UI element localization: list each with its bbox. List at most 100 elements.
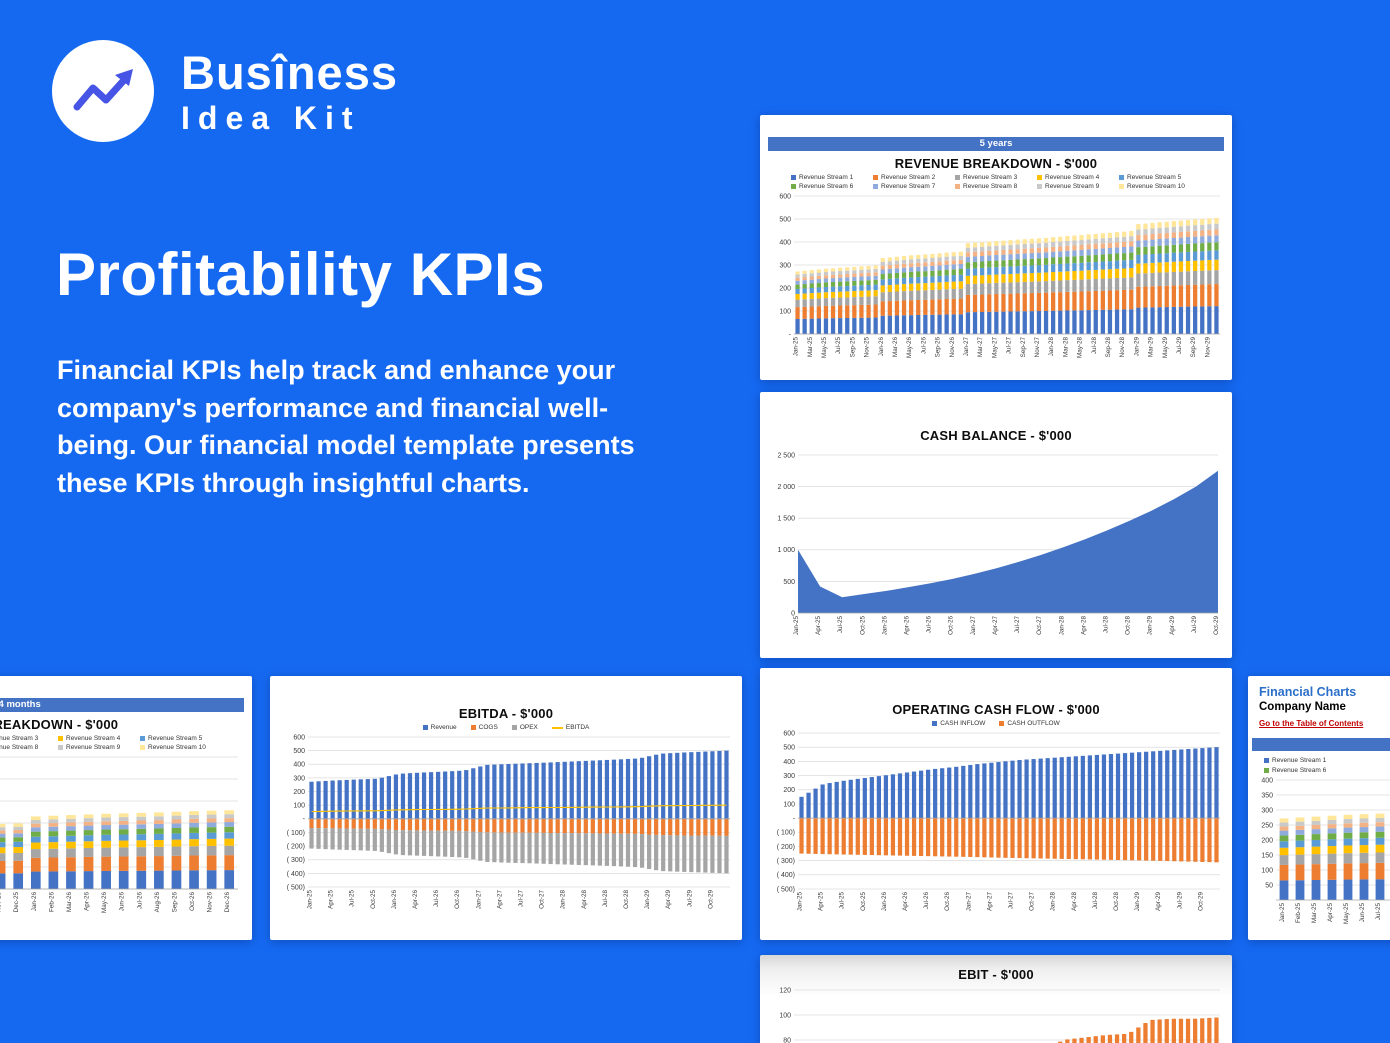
bar-segment bbox=[647, 834, 652, 869]
bar-segment bbox=[1065, 291, 1070, 311]
bar-segment bbox=[923, 262, 928, 267]
bar-segment bbox=[1129, 1031, 1134, 1043]
brand-name-line2: Idea Kit bbox=[181, 100, 361, 137]
bar-segment bbox=[136, 847, 147, 857]
bar-segment bbox=[845, 317, 850, 334]
bar-segment bbox=[923, 266, 928, 272]
bar-segment bbox=[923, 258, 928, 263]
bar-segment bbox=[66, 848, 76, 858]
bar-segment bbox=[485, 832, 490, 862]
bar-segment bbox=[1164, 227, 1169, 233]
x-tick-label: Oct-26 bbox=[454, 890, 461, 909]
x-tick-label: Jul-29 bbox=[686, 890, 693, 908]
bar-segment bbox=[1157, 272, 1162, 286]
bar-segment bbox=[795, 284, 800, 289]
legend-item: Revenue Stream 6 bbox=[1264, 767, 1326, 774]
cash-balance-title: CASH BALANCE - $'000 bbox=[920, 428, 1072, 443]
x-tick-label: Jul-27 bbox=[1014, 616, 1021, 634]
bar-segment bbox=[30, 871, 41, 889]
y-tick-label: 200 bbox=[293, 789, 305, 796]
bar-segment bbox=[66, 857, 76, 872]
bar-segment bbox=[954, 818, 959, 857]
bar-segment bbox=[1100, 248, 1105, 255]
bar-segment bbox=[0, 823, 6, 828]
bar-segment bbox=[386, 776, 391, 819]
bar-segment bbox=[101, 856, 111, 871]
legend-square-swatch bbox=[58, 736, 63, 741]
bar-segment bbox=[1137, 752, 1142, 819]
bar-segment bbox=[799, 818, 804, 854]
bar-segment bbox=[224, 810, 235, 815]
y-tick-label: 80 bbox=[783, 1037, 791, 1043]
bar-segment bbox=[323, 818, 328, 829]
bar-segment bbox=[1185, 231, 1191, 238]
bar-segment bbox=[428, 830, 434, 857]
bar-segment bbox=[1115, 753, 1121, 819]
bar-segment bbox=[852, 291, 857, 298]
bar-segment bbox=[944, 281, 949, 290]
bar-segment bbox=[1072, 256, 1077, 264]
bar-segment bbox=[330, 828, 335, 850]
bar-segment bbox=[918, 770, 924, 819]
bar-segment bbox=[1327, 819, 1337, 825]
bar-segment bbox=[1079, 235, 1084, 241]
bar-segment bbox=[1036, 238, 1042, 244]
chart-rev5y-svg: 600 500 400 300 200 100 -Jan-25 Mar-25 May-25 Jul… bbox=[779, 193, 1220, 358]
bar-segment bbox=[506, 763, 511, 819]
bar-segment bbox=[1171, 238, 1176, 245]
y-tick-label: 2 500 bbox=[777, 452, 795, 459]
bar-segment bbox=[930, 257, 935, 262]
bar-segment bbox=[802, 306, 807, 319]
bar-segment bbox=[1045, 758, 1050, 819]
bar-segment bbox=[576, 833, 581, 865]
bar-segment bbox=[154, 870, 164, 889]
x-tick-label: Jul-29 bbox=[1176, 892, 1183, 910]
x-tick-label: Jan-29 bbox=[1134, 892, 1141, 912]
bar-segment bbox=[980, 283, 985, 295]
bar-segment bbox=[1214, 259, 1219, 271]
bar-segment bbox=[428, 772, 434, 819]
bar-segment bbox=[1157, 222, 1162, 228]
x-tick-label: Jan-25 bbox=[797, 892, 804, 912]
table-of-contents-link[interactable]: Go to the Table of Contents bbox=[1259, 719, 1364, 728]
bar-segment bbox=[661, 753, 666, 819]
bar-segment bbox=[1043, 258, 1049, 265]
bar-segment bbox=[1375, 817, 1385, 823]
bar-segment bbox=[852, 305, 857, 318]
bar-segment bbox=[118, 840, 129, 848]
bar-segment bbox=[933, 818, 938, 857]
bar-segment bbox=[1178, 226, 1184, 232]
x-tick-label: Jan-25 bbox=[793, 616, 800, 636]
bar-segment bbox=[618, 833, 624, 867]
bar-segment bbox=[1093, 254, 1098, 262]
brand-name-line1: Busîness bbox=[181, 46, 398, 99]
bar-segment bbox=[206, 822, 217, 828]
bar-segment bbox=[951, 256, 956, 261]
bar-segment bbox=[1200, 224, 1205, 231]
bar-segment bbox=[30, 857, 41, 872]
y-tick-label: ( 400) bbox=[777, 872, 795, 879]
bar-segment bbox=[703, 751, 708, 819]
x-tick-label: Apr-27 bbox=[496, 890, 503, 909]
legend-label: Revenue Stream 8 bbox=[0, 744, 39, 751]
financial-charts-title: Financial Charts bbox=[1259, 685, 1357, 699]
bar-segment bbox=[1136, 286, 1141, 308]
bar-segment bbox=[1114, 247, 1120, 254]
bar-segment bbox=[1029, 253, 1034, 259]
bar-segment bbox=[987, 246, 992, 251]
bar-segment bbox=[189, 870, 199, 889]
bar-segment bbox=[492, 818, 497, 833]
bar-segment bbox=[372, 778, 377, 819]
bar-segment bbox=[1157, 307, 1162, 334]
legend-label: Revenue Stream 10 bbox=[148, 744, 206, 751]
bar-segment bbox=[1086, 1036, 1091, 1043]
bar-segment bbox=[101, 834, 111, 841]
bar-segment bbox=[975, 818, 980, 858]
bar-segment bbox=[13, 852, 24, 861]
bar-segment bbox=[48, 871, 59, 889]
bar-segment bbox=[1143, 263, 1148, 274]
bar-segment bbox=[859, 317, 864, 334]
brand-logo bbox=[52, 40, 154, 142]
bar-segment bbox=[66, 818, 76, 823]
bar-segment bbox=[1122, 268, 1127, 278]
